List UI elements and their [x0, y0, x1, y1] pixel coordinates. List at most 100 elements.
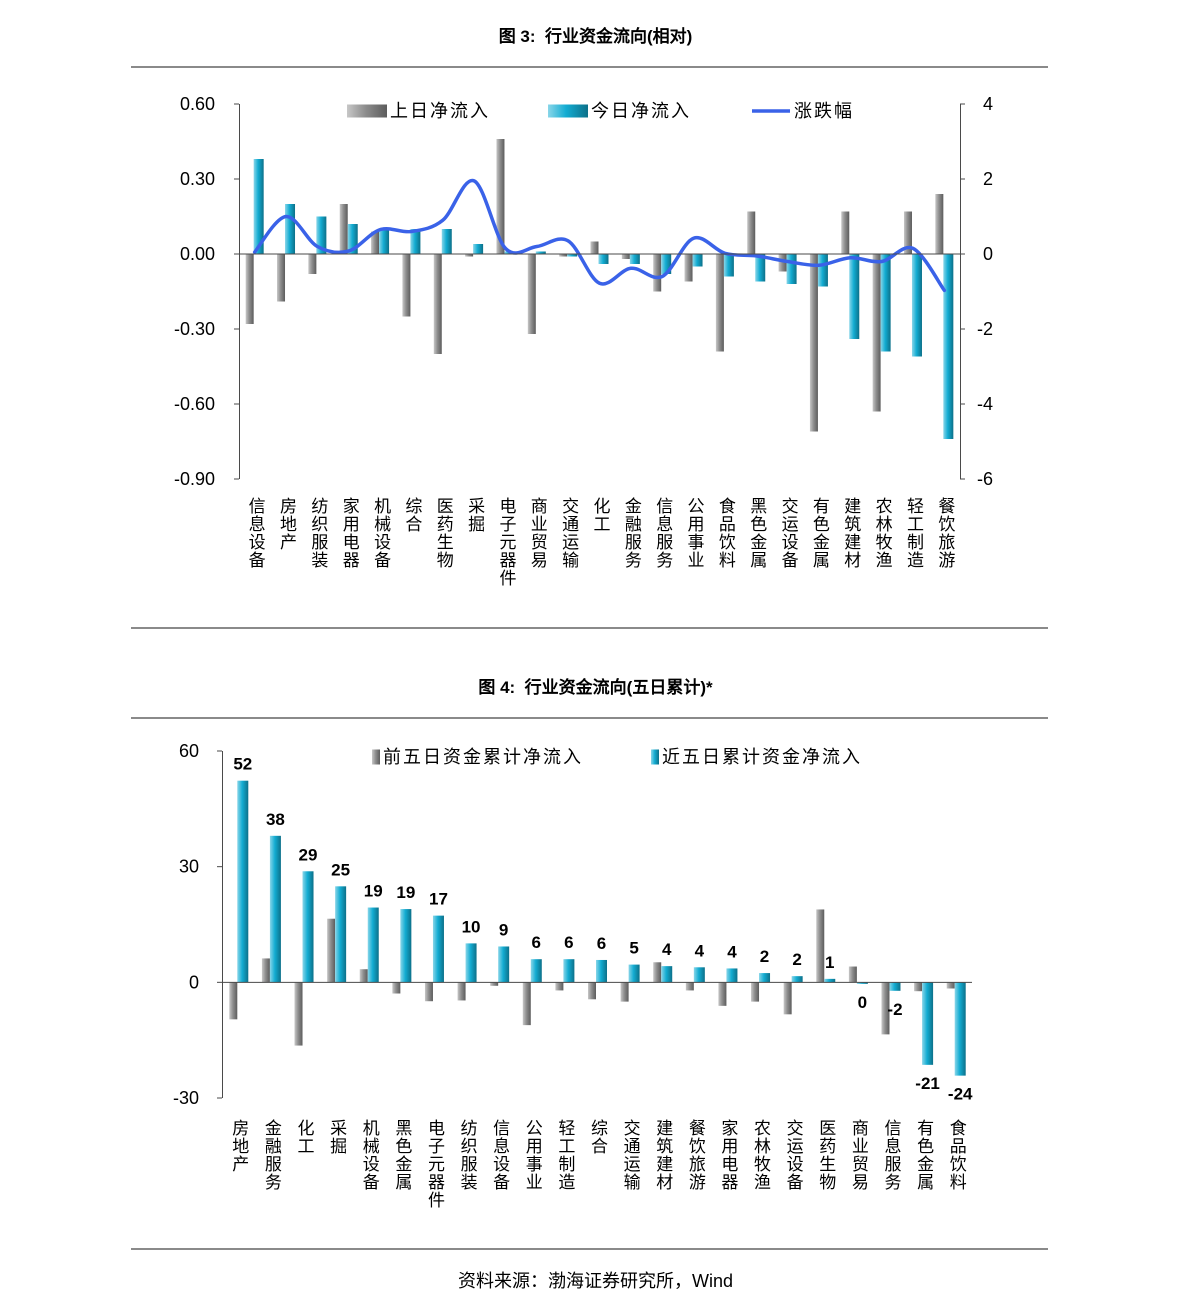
fig4-data-label: 19 — [364, 882, 383, 901]
fig4-prior-5day-inflow-bar — [751, 982, 760, 1002]
source-note: 资料来源：渤海证券研究所，Wind — [457, 1271, 733, 1291]
fig3-y2-tick-label: -6 — [977, 469, 993, 489]
fig4-data-label: 9 — [499, 920, 508, 939]
fig3-category-label: 有色金属 — [809, 497, 829, 569]
fig3-category-label: 建筑建材 — [841, 497, 861, 569]
fig4-recent-5day-inflow-bar — [335, 886, 347, 983]
fig4-category-label: 信息设备 — [490, 1119, 510, 1191]
fig3-today-inflow-bar — [661, 254, 672, 274]
fig4-data-label: 38 — [266, 810, 285, 829]
fig3-today-inflow-bar — [253, 159, 264, 254]
fig4-recent-5day-inflow-bar — [759, 973, 771, 983]
fig4-data-label: 29 — [299, 845, 318, 864]
fig3-prev-day-inflow-bar — [559, 254, 568, 257]
fig3-legend-marker — [548, 104, 588, 118]
fig3-category-label: 农林牧渔 — [872, 497, 892, 569]
fig4-prior-5day-inflow-bar — [946, 982, 955, 989]
fig3-prev-day-inflow-bar — [433, 254, 442, 354]
fig4-data-label: 17 — [429, 890, 448, 909]
fig4-category-label: 采掘 — [327, 1119, 347, 1155]
fig4-category-label: 食品饮料 — [946, 1119, 966, 1191]
fig4-data-label: 6 — [597, 934, 606, 953]
fig4-prior-5day-inflow-bar — [294, 982, 303, 1046]
fig3-prev-day-inflow-bar — [715, 254, 724, 352]
fig4-recent-5day-inflow-bar — [530, 959, 542, 983]
fig3-category-label: 化工 — [590, 497, 610, 533]
fig4-prior-5day-inflow-bar — [522, 982, 531, 1026]
fig4-legend-marker — [372, 749, 380, 765]
fig4-category-label: 医药生物 — [816, 1119, 836, 1191]
fig3-prev-day-inflow-bar — [402, 254, 411, 317]
fig3-prev-day-inflow-bar — [809, 254, 818, 432]
fig3-prev-day-inflow-bar — [935, 194, 944, 254]
fig4-recent-5day-inflow-bar — [922, 982, 934, 1065]
fig3-prev-day-inflow-bar — [621, 254, 630, 259]
fig4-prior-5day-inflow-bar — [490, 982, 499, 986]
fig3-legend-label: 上日净流入 — [390, 101, 490, 121]
fig3-today-inflow-bar — [567, 254, 578, 257]
fig4-category-label: 黑色金属 — [392, 1119, 412, 1191]
fig3-y2-tick-label: 4 — [983, 94, 993, 114]
fig4-legend-marker — [651, 749, 659, 765]
fig4-y-tick-label: 0 — [189, 972, 199, 992]
fig3-prev-day-inflow-bar — [371, 231, 380, 254]
fig4-data-label: 5 — [629, 939, 638, 958]
fig3-category-label: 家用电器 — [339, 497, 359, 569]
fig3-category-label: 交运设备 — [778, 497, 798, 569]
fig4-prior-5day-inflow-bar — [555, 982, 564, 991]
fig4-prior-5day-inflow-bar — [229, 982, 238, 1020]
fig4-prior-5day-inflow-bar — [359, 969, 368, 983]
fig3-category-label: 黑色金属 — [747, 497, 767, 569]
fig3-prev-day-inflow-bar — [496, 139, 505, 254]
fig3-chart: 0.60 0.30 0.00 -0.30 -0.60 -0.90 4 2 0 -2 -4 -6 上日净流… — [174, 94, 993, 489]
fig3-prev-day-inflow-bar — [872, 254, 881, 412]
fig3-legend-marker — [347, 104, 387, 118]
fig4-category-label: 机械设备 — [359, 1119, 379, 1191]
fig4-data-label: 1 — [825, 953, 834, 972]
fig4-recent-5day-inflow-bar — [661, 966, 673, 983]
fig4-category-label: 纺织服装 — [457, 1119, 477, 1191]
fig3-category-label: 采掘 — [465, 497, 485, 533]
fig3-y-tick-label: 0.00 — [180, 244, 215, 264]
fig4-recent-5day-inflow-bar — [596, 959, 607, 983]
fig3-today-inflow-bar — [692, 254, 703, 267]
fig3-prev-day-inflow-bar — [339, 204, 348, 254]
fig3-today-inflow-bar — [441, 229, 452, 254]
fig4-recent-5day-inflow-bar — [432, 915, 444, 983]
fig4-data-label: 0 — [858, 993, 867, 1012]
fig3-legend: 上日净流入 今日净流入 涨跌幅 — [347, 101, 852, 121]
fig4-data-label: 19 — [396, 883, 415, 902]
figure-4-bottom-rule — [131, 1248, 1048, 1250]
fig3-y-tick-label: -0.60 — [174, 394, 215, 414]
fig3-category-label: 信息服务 — [653, 497, 673, 569]
fig4-data-label: 2 — [792, 950, 801, 969]
fig3-today-inflow-bar — [943, 254, 954, 439]
fig3-prev-day-inflow-bar — [277, 254, 286, 302]
fig4-prior-5day-inflow-bar — [783, 982, 792, 1015]
fig4-category-label: 房地产 — [229, 1119, 249, 1173]
fig4-legend-label: 前五日资金累计净流入 — [383, 747, 583, 767]
fig3-prev-day-inflow-bar — [465, 254, 474, 257]
fig4-data-label: 4 — [727, 942, 737, 961]
fig3-category-label: 机械设备 — [371, 497, 391, 569]
fig4-prior-5day-inflow-bar — [881, 982, 890, 1035]
fig3-prev-day-inflow-bar — [903, 211, 912, 254]
fig4-category-label: 信息服务 — [881, 1119, 901, 1191]
fig3-today-inflow-bar — [755, 254, 766, 282]
fig4-data-label: -24 — [948, 1085, 973, 1104]
fig4-category-label: 家用电器 — [718, 1119, 738, 1191]
fig3-today-inflow-bar — [379, 229, 390, 254]
fig3-today-inflow-bar — [629, 254, 640, 264]
fig4-recent-5day-inflow-bar — [889, 982, 901, 991]
fig3-today-inflow-bar — [285, 204, 296, 254]
figure-3-top-rule — [131, 66, 1048, 68]
fig4-recent-5day-inflow-bar — [824, 978, 836, 983]
fig3-category-label: 食品饮料 — [715, 497, 735, 569]
fig3-prev-day-inflow-bar — [653, 254, 662, 292]
fig4-recent-5day-inflow-bar — [693, 967, 705, 983]
fig3-today-inflow-bar — [598, 254, 609, 264]
fig4-category-label: 化工 — [294, 1119, 314, 1155]
fig4-prior-5day-inflow-bar — [718, 982, 727, 1006]
fig3-today-inflow-bar — [723, 254, 734, 277]
fig4-recent-5day-inflow-bar — [367, 907, 379, 983]
